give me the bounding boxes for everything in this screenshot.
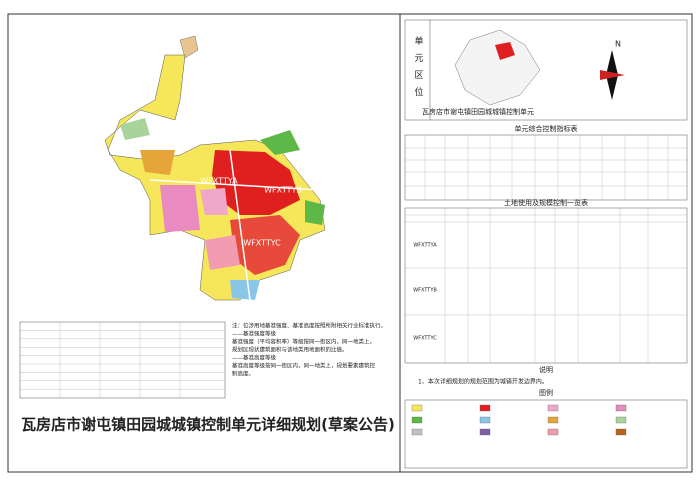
note-line: ——基准强度等级 [232, 330, 277, 338]
location-box [404, 19, 688, 121]
location-outline [454, 29, 541, 106]
legend-swatch [615, 416, 627, 424]
note-line: ——基准高度等级 [232, 354, 277, 362]
north: N [615, 40, 621, 49]
legend-swatch [547, 428, 559, 436]
land-table [404, 207, 688, 364]
north-arrow-red [600, 70, 625, 80]
note-line: 基准高度等级按同一街区内，同一地类上，规划要素建筑控 [232, 362, 376, 370]
legend-swatch [479, 416, 491, 424]
location-label: 单元区位 [413, 35, 424, 104]
summary-table [19, 321, 226, 399]
block-label: WFXTTYB [264, 186, 302, 195]
legend-swatch [479, 404, 491, 412]
legend-swatch [411, 428, 423, 436]
note-line: 基准强度（平均容积率）等级按同一街区内，同一地类上， [232, 338, 375, 346]
note-line: 注：位涉用地基准强度、基准高度按照所附相关行业标准执行。 [232, 322, 386, 330]
row-label: WFXTTYC [413, 336, 437, 342]
note-line: 规划区现状建筑面积与该地类用地面积的比值。 [232, 346, 348, 354]
legend-box [404, 399, 688, 469]
block-label: WFXTTYA [200, 177, 238, 186]
legend-swatch [411, 416, 423, 424]
row-label: WFXTTYA [413, 243, 437, 249]
legend-swatch [547, 404, 559, 412]
explanation-title: 说明 [539, 365, 553, 374]
legend-swatch [547, 416, 559, 424]
legend-swatch [411, 404, 423, 412]
legend-swatch [615, 404, 627, 412]
table-title: 土地使用及规模控制一览表 [504, 198, 588, 207]
table-title: 单元综合控制指标表 [515, 124, 578, 133]
row-label: WFXTTYB [413, 288, 437, 294]
indicator-table [404, 134, 688, 201]
legend-title: 图例 [539, 388, 553, 397]
explanation-text: 1、本次详细规划的规划范围为城镇开发边界内。 [418, 378, 548, 386]
block-label: WFXTTYC [243, 239, 281, 248]
legend-swatch [479, 428, 491, 436]
location-unit [495, 42, 515, 60]
title: 瓦房店市谢屯镇田园城城镇控制单元详细规划(草案公告) [21, 416, 395, 434]
map [104, 35, 326, 301]
location-caption: 瓦房店市谢屯镇田园城城镇控制单元 [422, 107, 534, 116]
note-line: 制高度。 [232, 370, 254, 378]
legend-swatch [615, 428, 627, 436]
